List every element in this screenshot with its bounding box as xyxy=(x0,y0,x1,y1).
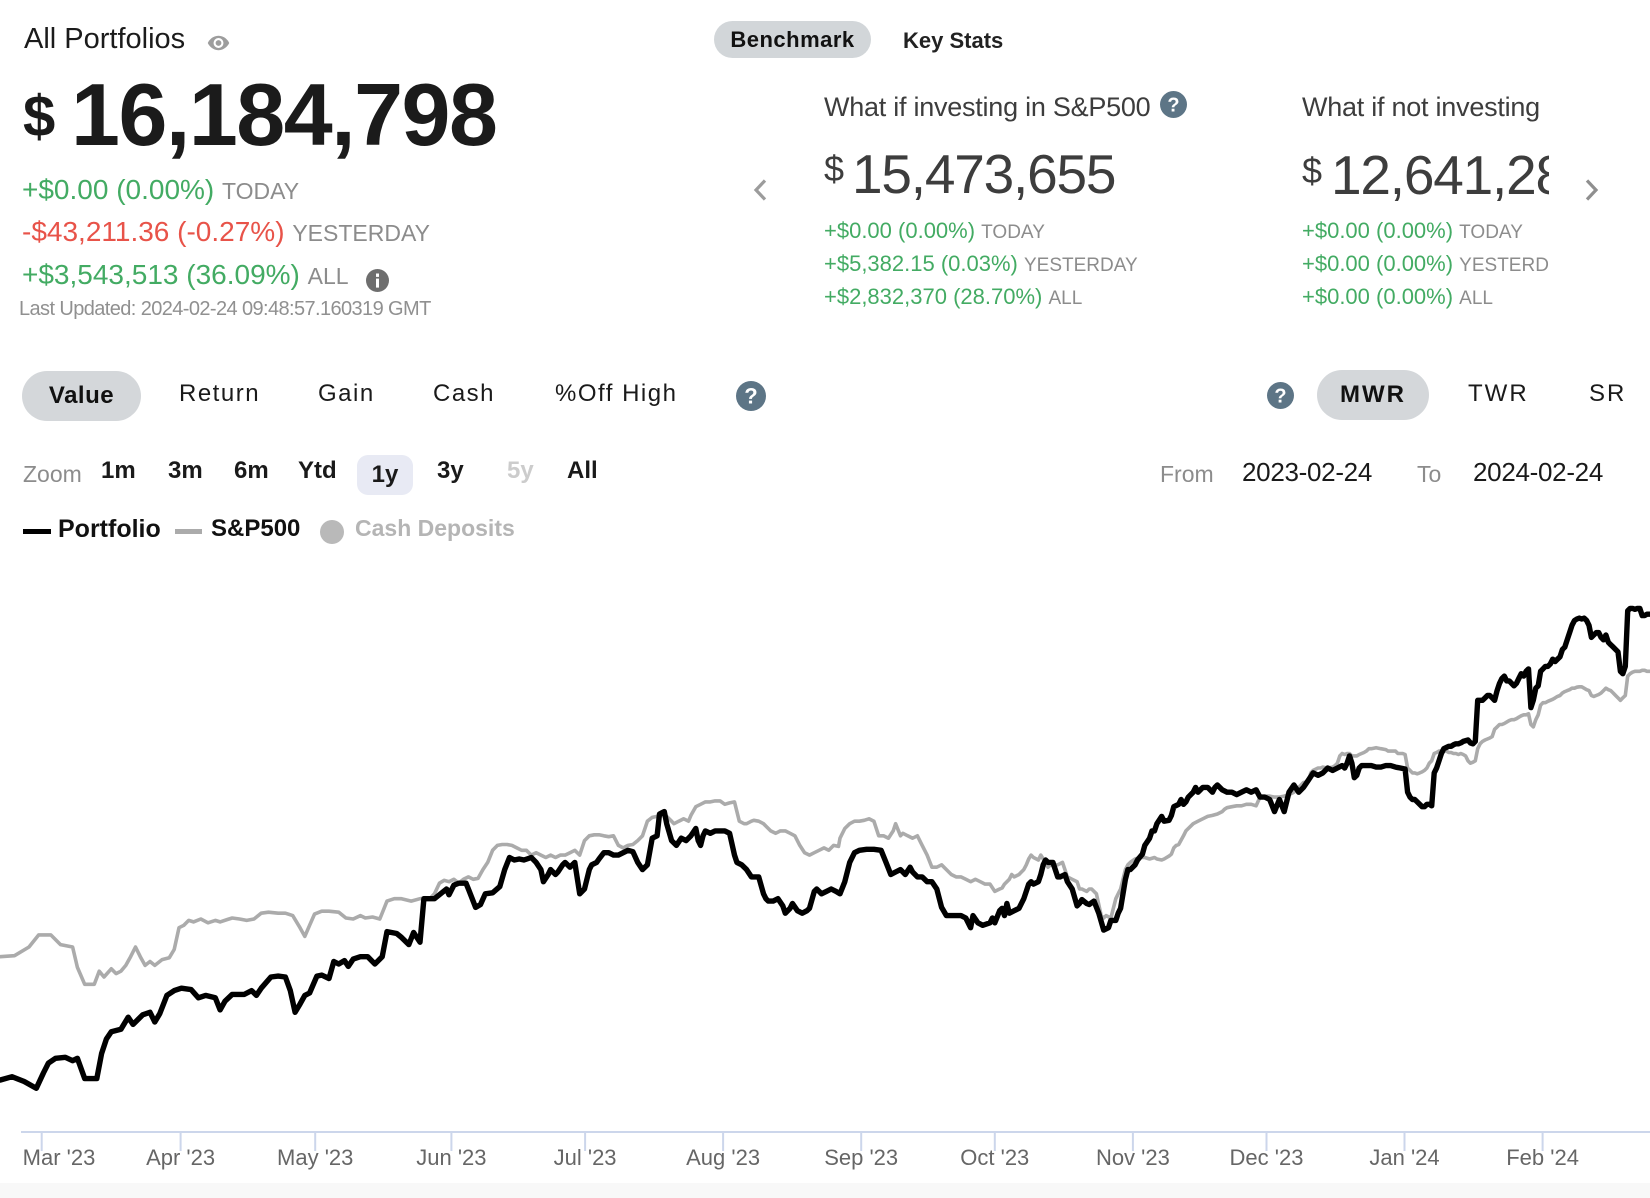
svg-text:?: ? xyxy=(1167,95,1179,117)
svg-text:Sep '23: Sep '23 xyxy=(824,1145,898,1170)
svg-text:Jan '24: Jan '24 xyxy=(1369,1145,1439,1170)
svg-text:Apr '23: Apr '23 xyxy=(146,1145,215,1170)
svg-text:Mar '23: Mar '23 xyxy=(23,1145,96,1170)
svg-text:Feb '24: Feb '24 xyxy=(1506,1145,1579,1170)
svg-text:Nov '23: Nov '23 xyxy=(1096,1145,1170,1170)
svg-text:Aug '23: Aug '23 xyxy=(686,1145,760,1170)
svg-text:Jun '23: Jun '23 xyxy=(416,1145,486,1170)
svg-text:May '23: May '23 xyxy=(277,1145,353,1170)
svg-text:Dec '23: Dec '23 xyxy=(1230,1145,1304,1170)
svg-text:Jul '23: Jul '23 xyxy=(554,1145,617,1170)
svg-text:?: ? xyxy=(1274,386,1286,408)
svg-text:Oct '23: Oct '23 xyxy=(960,1145,1029,1170)
svg-text:?: ? xyxy=(744,384,757,409)
